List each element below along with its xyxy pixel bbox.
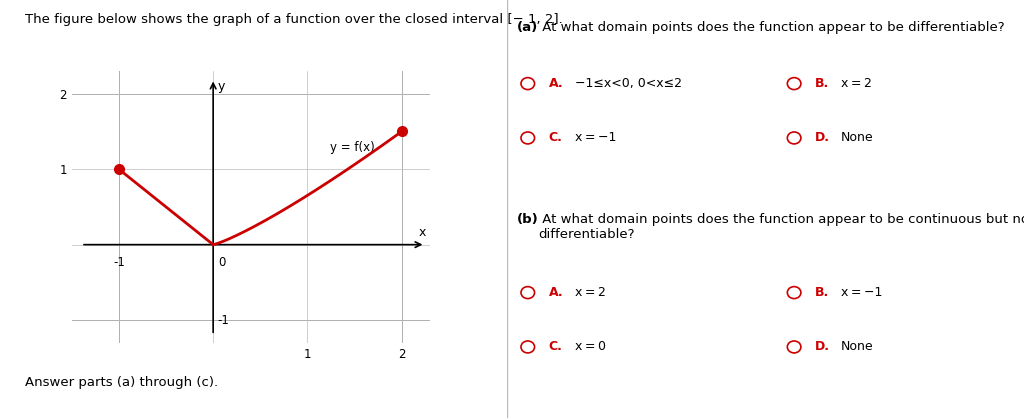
Text: Answer parts (a) through (c).: Answer parts (a) through (c).	[26, 376, 218, 389]
Text: −1≤x<0, 0<x≤2: −1≤x<0, 0<x≤2	[574, 77, 682, 90]
Text: y: y	[218, 80, 225, 93]
Text: x: x	[419, 227, 426, 240]
Text: x = 0: x = 0	[574, 340, 606, 354]
Text: x = 2: x = 2	[841, 77, 872, 90]
Text: x = 2: x = 2	[574, 286, 605, 299]
Text: -1: -1	[218, 314, 229, 326]
Text: At what domain points does the function appear to be differentiable?: At what domain points does the function …	[539, 21, 1005, 34]
Text: (b): (b)	[517, 213, 539, 226]
Text: A.: A.	[549, 77, 563, 90]
Text: x = −1: x = −1	[574, 131, 616, 145]
Text: None: None	[841, 131, 873, 145]
Text: x = −1: x = −1	[841, 286, 883, 299]
Text: 0: 0	[218, 256, 225, 269]
Text: None: None	[841, 340, 873, 354]
Text: D.: D.	[815, 340, 830, 354]
Text: The figure below shows the graph of a function over the closed interval [− 1, 2]: The figure below shows the graph of a fu…	[26, 13, 563, 25]
Text: B.: B.	[815, 286, 829, 299]
Text: At what domain points does the function appear to be continuous but not
differen: At what domain points does the function …	[539, 213, 1024, 241]
Text: B.: B.	[815, 77, 829, 90]
Text: D.: D.	[815, 131, 830, 145]
Text: y = f(x): y = f(x)	[330, 140, 375, 154]
Text: C.: C.	[549, 340, 562, 354]
Text: (a): (a)	[517, 21, 539, 34]
Text: -1: -1	[113, 256, 125, 269]
Text: A.: A.	[549, 286, 563, 299]
Text: C.: C.	[549, 131, 562, 145]
